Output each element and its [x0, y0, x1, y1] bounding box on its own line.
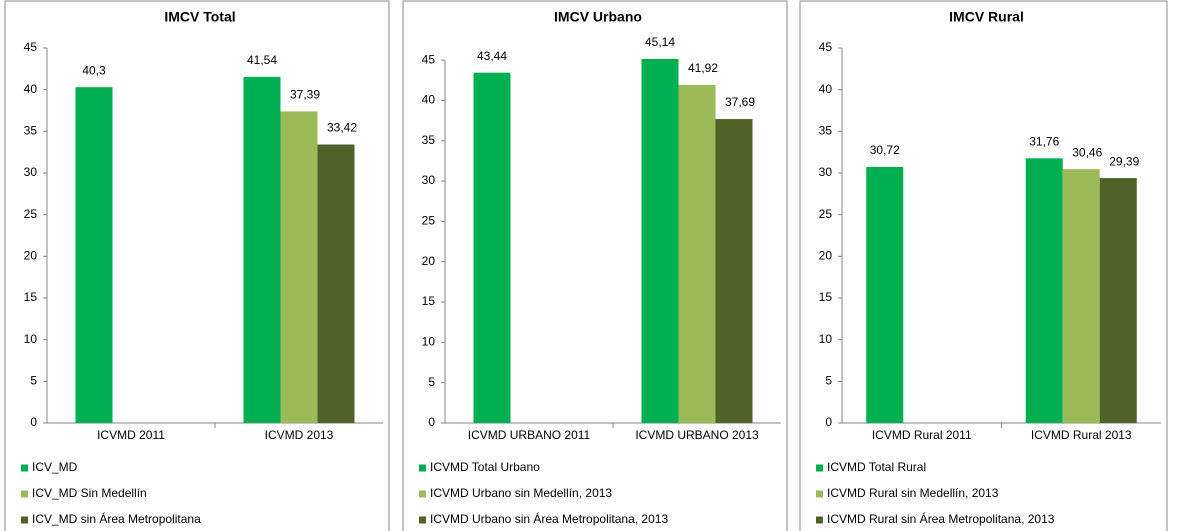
- legend-swatch: [21, 464, 28, 472]
- y-tick-label: 40: [819, 82, 833, 96]
- legend-label: ICVMD Rural sin Medellín, 2013: [827, 486, 999, 500]
- y-tick-label: 45: [24, 40, 38, 54]
- legend-swatch: [816, 516, 823, 524]
- bar: [715, 119, 753, 423]
- y-tick-label: 20: [819, 249, 833, 263]
- legend-swatch: [21, 490, 28, 498]
- x-tick-label: ICVMD 2011: [97, 428, 165, 442]
- y-tick-label: 25: [422, 214, 436, 228]
- y-tick-label: 45: [422, 52, 436, 66]
- y-tick-label: 40: [24, 82, 38, 96]
- legend-label: ICV_MD: [32, 460, 78, 474]
- y-tick-label: 35: [422, 133, 436, 147]
- y-tick-label: 30: [24, 165, 38, 179]
- y-tick-label: 35: [819, 124, 833, 138]
- y-tick-label: 5: [825, 374, 832, 388]
- legend-label: ICVMD Total Rural: [827, 460, 926, 474]
- bar: [280, 111, 318, 424]
- panel: [4, 0, 390, 531]
- bar: [1025, 158, 1063, 424]
- data-label: 45,14: [645, 35, 675, 49]
- legend-swatch: [21, 516, 28, 524]
- data-label: 33,42: [327, 121, 357, 135]
- y-tick-label: 5: [30, 374, 37, 388]
- y-tick-label: 5: [428, 375, 435, 389]
- x-tick-label: ICVMD 2013: [265, 428, 334, 442]
- data-label: 29,39: [1109, 154, 1139, 168]
- y-tick-label: 45: [819, 40, 833, 54]
- y-tick-label: 10: [422, 335, 436, 349]
- y-tick-label: 0: [428, 415, 435, 429]
- x-tick-label: ICVMD Rural 2011: [872, 428, 972, 442]
- y-tick-label: 0: [30, 415, 37, 429]
- y-tick-label: 35: [24, 124, 38, 138]
- bar: [1062, 169, 1100, 423]
- legend-label: ICVMD Total Urbano: [430, 460, 540, 474]
- legend-label: ICVMD Urbano sin Área Metropolitana, 201…: [430, 511, 668, 526]
- bar: [473, 72, 511, 423]
- data-label: 41,92: [688, 61, 718, 75]
- y-tick-label: 25: [24, 207, 38, 221]
- bar: [317, 144, 355, 423]
- y-tick-label: 25: [819, 207, 833, 221]
- y-tick-label: 10: [819, 332, 833, 346]
- bar: [243, 76, 281, 423]
- panel: [402, 0, 788, 531]
- data-label: 30,72: [870, 143, 900, 157]
- y-tick-label: 15: [819, 290, 833, 304]
- x-tick-label: ICVMD URBANO 2013: [635, 428, 759, 442]
- y-tick-label: 15: [422, 294, 436, 308]
- data-label: 30,46: [1072, 145, 1102, 159]
- data-label: 43,44: [477, 49, 507, 63]
- bar: [866, 167, 904, 423]
- legend-swatch: [419, 516, 426, 524]
- y-tick-label: 30: [819, 165, 833, 179]
- y-tick-label: 0: [825, 415, 832, 429]
- legend-label: ICV_MD Sin Medellín: [32, 486, 147, 500]
- data-label: 37,69: [725, 95, 755, 109]
- panel: [799, 0, 1168, 531]
- bar: [641, 58, 679, 423]
- y-tick-label: 20: [422, 254, 436, 268]
- chart-title: IMCV Urbano: [554, 9, 642, 25]
- bar: [1099, 178, 1137, 423]
- data-label: 31,76: [1029, 135, 1059, 149]
- legend-swatch: [816, 464, 823, 472]
- legend-label: ICVMD Rural sin Área Metropolitana, 2013: [827, 511, 1055, 526]
- chart-title: IMCV Rural: [949, 9, 1024, 25]
- data-label: 41,54: [247, 53, 277, 67]
- y-tick-label: 40: [422, 93, 436, 107]
- bar: [678, 84, 716, 423]
- chart-title: IMCV Total: [164, 9, 235, 25]
- legend-swatch: [816, 490, 823, 498]
- legend-label: ICV_MD sin Área Metropolitana: [32, 511, 201, 526]
- y-tick-label: 10: [24, 332, 38, 346]
- data-label: 40,3: [82, 63, 106, 77]
- data-label: 37,39: [290, 88, 320, 102]
- bar: [75, 87, 113, 424]
- y-tick-label: 15: [24, 290, 38, 304]
- x-tick-label: ICVMD URBANO 2011: [468, 428, 591, 442]
- y-tick-label: 20: [24, 249, 38, 263]
- y-tick-label: 30: [422, 173, 436, 187]
- x-tick-label: ICVMD Rural 2013: [1031, 428, 1132, 442]
- legend-swatch: [419, 490, 426, 498]
- legend-label: ICVMD Urbano sin Medellín, 2013: [430, 486, 612, 500]
- legend-swatch: [419, 464, 426, 472]
